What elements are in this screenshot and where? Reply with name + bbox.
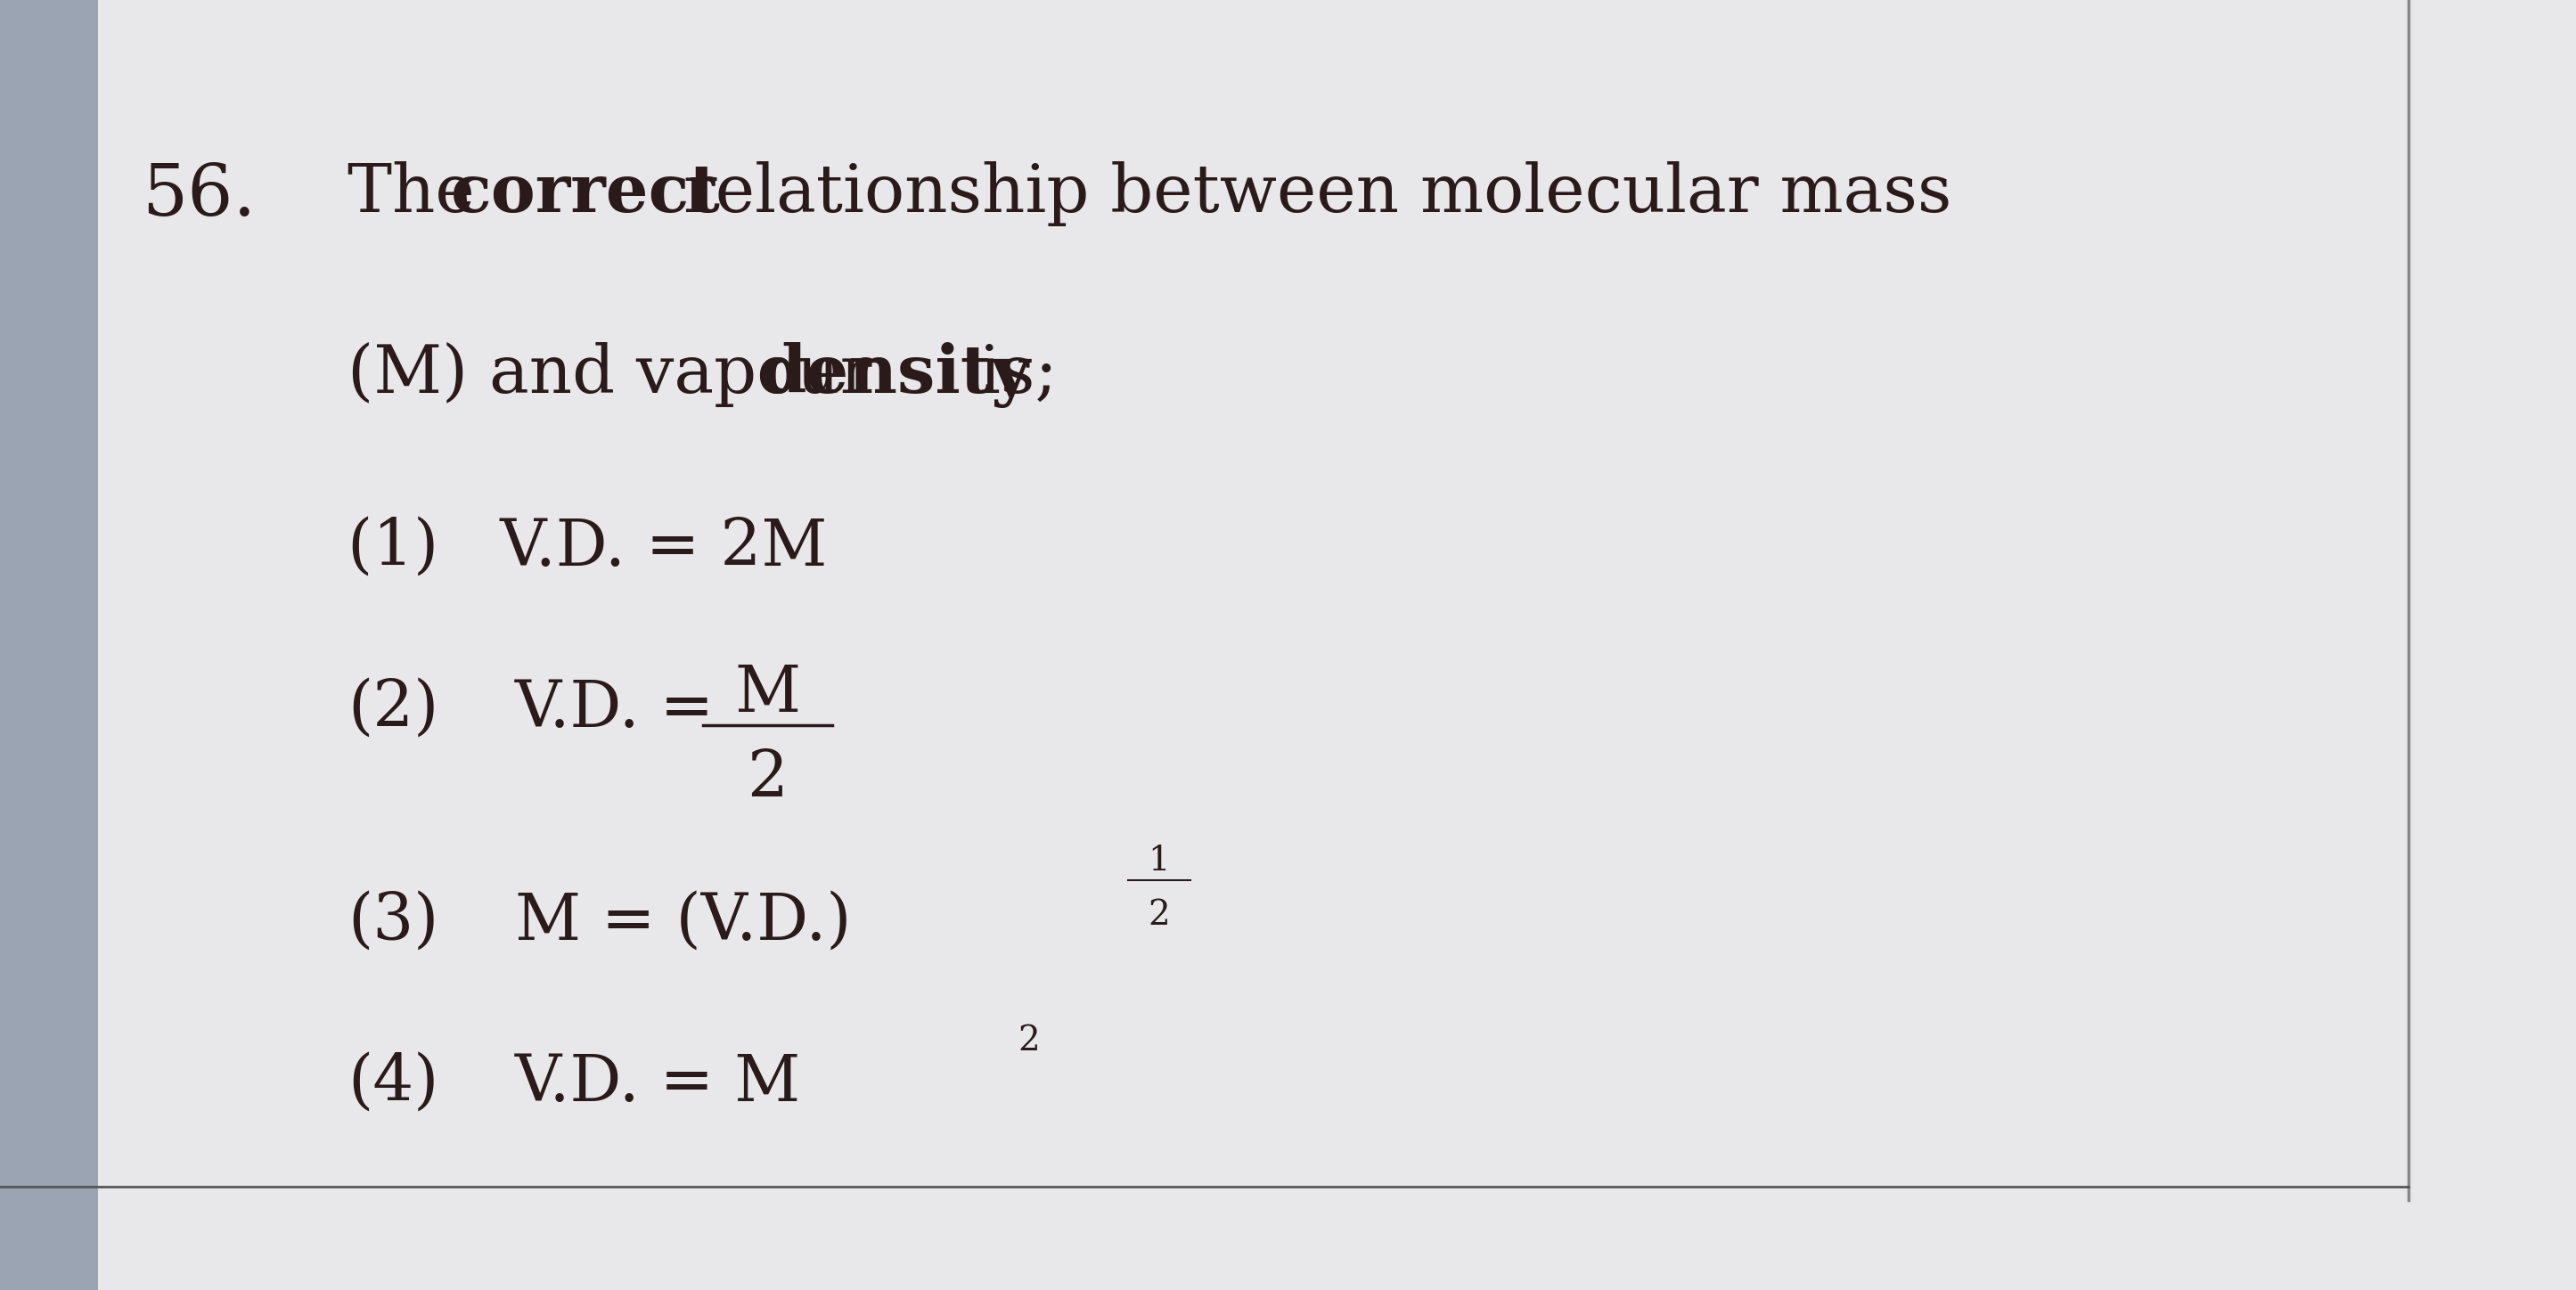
Text: M: M	[734, 662, 801, 725]
Bar	[0, 0, 5, 1290]
Bar	[3, 0, 5, 1290]
Bar	[0, 0, 5, 1290]
Text: correct: correct	[451, 161, 721, 226]
Bar	[3, 0, 5, 1290]
Text: M = (V.D.): M = (V.D.)	[515, 890, 853, 953]
Bar	[0, 0, 5, 1290]
Bar	[3, 0, 8, 1290]
Bar	[3, 0, 5, 1290]
Bar	[3, 0, 5, 1290]
Bar	[0, 0, 5, 1290]
Text: 2: 2	[1018, 1024, 1041, 1058]
Bar	[0, 0, 5, 1290]
Bar	[0, 0, 5, 1290]
Bar	[0, 0, 5, 1290]
Bar	[0, 0, 5, 1290]
Text: 2: 2	[1149, 899, 1170, 933]
Bar	[3, 0, 5, 1290]
Text: (3): (3)	[348, 890, 438, 953]
Bar	[3, 0, 5, 1290]
Bar	[0, 0, 5, 1290]
Text: 56.: 56.	[142, 161, 255, 231]
Bar	[3, 0, 5, 1290]
Bar	[3, 0, 5, 1290]
Bar	[0, 0, 5, 1290]
Bar	[0, 0, 5, 1290]
Bar	[0, 0, 5, 1290]
Bar	[0, 0, 5, 1290]
Bar	[0, 0, 5, 1290]
Bar	[3, 0, 5, 1290]
Text: (1)   V.D. = 2M: (1) V.D. = 2M	[348, 516, 827, 579]
Bar	[0, 0, 5, 1290]
Bar	[0, 0, 5, 1290]
Bar	[3, 0, 5, 1290]
Bar	[0, 0, 5, 1290]
Bar	[0, 0, 5, 1290]
Text: relationship between molecular mass: relationship between molecular mass	[662, 161, 1953, 226]
Bar	[3, 0, 5, 1290]
Bar	[0, 0, 5, 1290]
Bar	[3, 0, 5, 1290]
Bar	[0, 0, 5, 1290]
Bar	[0, 0, 5, 1290]
Text: density: density	[760, 342, 1030, 408]
Bar	[0, 0, 5, 1290]
Bar	[0, 0, 5, 1290]
Bar	[3, 0, 5, 1290]
Text: (4): (4)	[348, 1051, 438, 1115]
Text: V.D. =: V.D. =	[515, 677, 734, 740]
Bar	[0, 0, 5, 1290]
Bar	[0, 0, 5, 1290]
Bar	[0, 0, 98, 1290]
Bar	[0, 0, 5, 1290]
Text: The: The	[348, 161, 497, 226]
Text: 2: 2	[747, 748, 788, 811]
Text: (2): (2)	[348, 677, 438, 740]
Bar	[0, 0, 5, 1290]
Bar	[0, 0, 5, 1290]
Text: 1: 1	[1149, 844, 1170, 877]
Bar	[0, 0, 5, 1290]
Bar	[3, 0, 5, 1290]
Bar	[0, 0, 5, 1290]
Bar	[0, 0, 5, 1290]
Text: is;: is;	[958, 342, 1059, 406]
Bar	[0, 0, 5, 1290]
Text: V.D. = M: V.D. = M	[515, 1051, 801, 1115]
Bar	[0, 0, 5, 1290]
Bar	[3, 0, 5, 1290]
Text: (M) and vapour: (M) and vapour	[348, 342, 894, 406]
Bar	[3, 0, 5, 1290]
